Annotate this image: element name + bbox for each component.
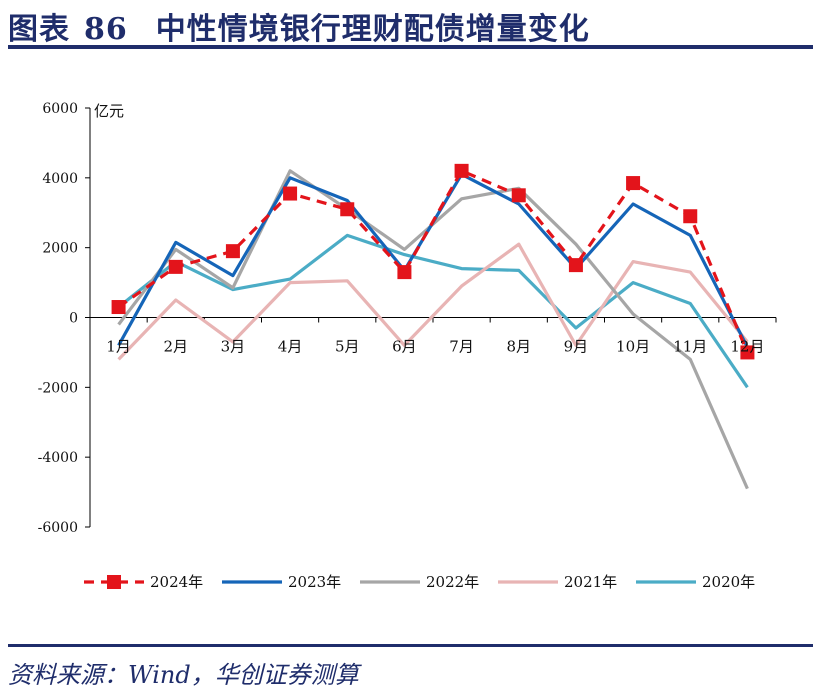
series-marker — [283, 186, 298, 201]
figure-header: 图表 86 中性情境银行理财配债增量变化 — [0, 0, 820, 50]
y-tick-label: 4000 — [42, 171, 78, 187]
series-marker — [225, 244, 240, 259]
header-rule — [8, 45, 813, 49]
legend-marker — [107, 575, 121, 589]
series-marker — [168, 259, 183, 274]
source-note: 资料来源：Wind，华创证券测算 — [8, 661, 359, 689]
footer-rule — [8, 644, 813, 647]
legend-label: 2020年 — [702, 573, 755, 591]
legend-label: 2023年 — [288, 573, 341, 591]
figure-number: 86 — [84, 12, 128, 47]
y-tick-label: 2000 — [42, 241, 78, 257]
series-marker — [568, 258, 583, 273]
figure-title-text: 中性情境银行理财配债增量变化 — [155, 12, 590, 47]
x-tick-label: 9月 — [564, 338, 589, 356]
y-axis-unit-label: 亿元 — [94, 102, 124, 120]
legend-label: 2022年 — [426, 573, 479, 591]
x-tick-label: 10月 — [616, 338, 650, 356]
x-tick-label: 1月 — [106, 338, 131, 356]
series-marker — [683, 209, 698, 224]
y-tick-label: -4000 — [38, 450, 78, 466]
series-marker — [740, 345, 755, 360]
x-tick-label: 2月 — [163, 338, 188, 356]
series-marker — [397, 265, 412, 280]
figure-title: 图表 86 中性情境银行理财配债增量变化 — [8, 4, 590, 48]
y-tick-label: 0 — [69, 311, 78, 327]
series-marker — [626, 176, 641, 191]
legend-label: 2024年 — [150, 573, 203, 591]
x-tick-label: 11月 — [673, 338, 707, 356]
x-tick-label: 7月 — [449, 338, 474, 356]
y-tick-label: 6000 — [42, 101, 78, 117]
x-tick-label: 5月 — [335, 338, 360, 356]
line-chart: 6000 4000 2000 0 -2000 -4000 -6000 亿元 1月 2月 3月 4月 5月… — [38, 101, 777, 591]
series-line — [117, 242, 749, 361]
series-marker — [454, 163, 469, 178]
series-marker — [340, 202, 355, 217]
x-tick-label: 8月 — [506, 338, 531, 356]
x-tick-label: 3月 — [221, 338, 246, 356]
x-tick-label: 6月 — [392, 338, 417, 356]
series-line — [117, 233, 749, 389]
figure-label: 图表 — [8, 12, 70, 47]
x-tick-label: 4月 — [278, 338, 303, 356]
y-tick-label: -2000 — [38, 380, 78, 396]
legend-label: 2021年 — [564, 573, 617, 591]
series-marker — [511, 188, 526, 203]
x-tick-label: 12月 — [730, 338, 764, 356]
series-line — [117, 169, 749, 354]
y-tick-label: -6000 — [38, 520, 78, 536]
series-marker — [111, 300, 126, 315]
